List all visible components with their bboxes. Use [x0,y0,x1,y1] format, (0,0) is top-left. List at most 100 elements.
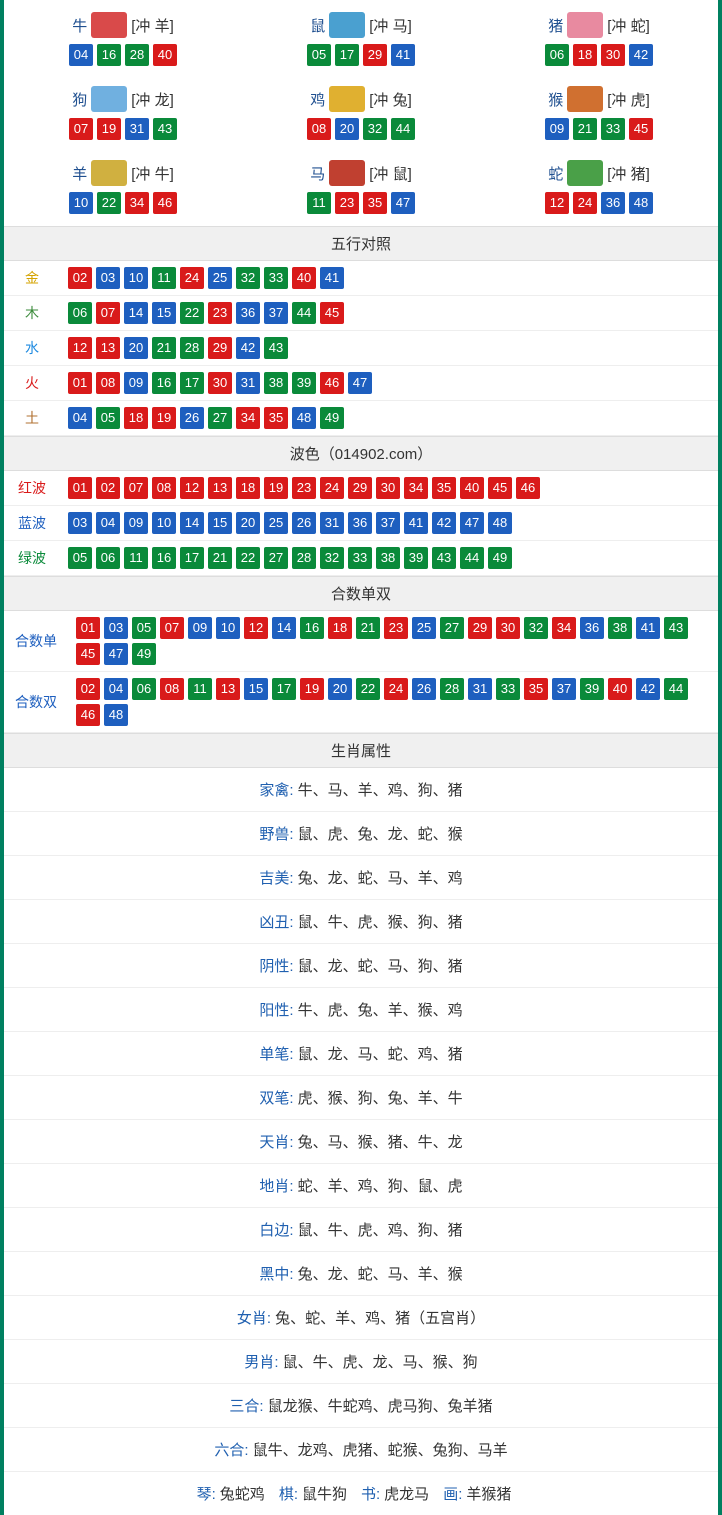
number-ball: 05 [68,547,92,569]
row-label: 火 [4,373,60,393]
number-ball: 48 [629,192,653,214]
zodiac-name: 鸡 [310,89,325,110]
number-ball: 15 [152,302,176,324]
attr-value: 鼠、龙、马、蛇、鸡、猪 [298,1046,463,1063]
attr-value: 虎龙马 [384,1486,429,1503]
number-ball: 12 [244,617,268,639]
zodiac-cell: 马[冲 鼠]11233547 [242,156,480,218]
number-ball: 45 [76,643,100,665]
number-ball: 31 [125,118,149,140]
number-ball: 09 [124,512,148,534]
number-ball: 07 [69,118,93,140]
number-ball: 13 [208,477,232,499]
number-ball: 29 [208,337,232,359]
number-ball: 48 [292,407,316,429]
number-ball: 43 [264,337,288,359]
number-ball: 21 [208,547,232,569]
zodiac-clash-label: [冲 鼠] [369,163,412,184]
number-ball: 06 [96,547,120,569]
attr-label: 书: [361,1486,380,1503]
row-label: 木 [4,303,60,323]
attr-row: 凶丑:鼠、牛、虎、猴、狗、猪 [4,900,718,944]
number-ball: 29 [363,44,387,66]
number-ball: 39 [404,547,428,569]
attr-row: 家禽:牛、马、羊、鸡、狗、猪 [4,768,718,812]
number-ball: 49 [488,547,512,569]
number-ball: 34 [125,192,149,214]
number-ball: 44 [391,118,415,140]
number-ball: 02 [68,267,92,289]
number-ball: 22 [236,547,260,569]
number-ball: 06 [545,44,569,66]
number-ball: 05 [132,617,156,639]
number-ball: 36 [601,192,625,214]
attr-row: 三合:鼠龙猴、牛蛇鸡、虎马狗、兔羊猪 [4,1384,718,1428]
row-label: 蓝波 [4,513,60,533]
zodiac-cell: 鸡[冲 兔]08203244 [242,82,480,144]
number-ball: 02 [96,477,120,499]
ball-row: 09213345 [480,118,718,140]
attr-value: 牛、虎、兔、羊、猴、鸡 [298,1002,463,1019]
number-ball: 31 [468,678,492,700]
number-ball: 23 [208,302,232,324]
attr-value: 鼠、牛、虎、鸡、狗、猪 [298,1222,463,1239]
number-ball: 23 [335,192,359,214]
zodiac-animal-icon [329,86,365,112]
zodiac-clash-label: [冲 猪] [607,163,650,184]
number-ball: 15 [208,512,232,534]
number-ball: 06 [132,678,156,700]
number-ball: 36 [236,302,260,324]
number-ball: 41 [391,44,415,66]
zodiac-header: 猪[冲 蛇] [480,12,718,38]
number-ball: 17 [272,678,296,700]
kv-row: 合数单0103050709101214161821232527293032343… [4,611,718,672]
number-ball: 17 [180,372,204,394]
number-ball: 28 [125,44,149,66]
number-ball: 33 [264,267,288,289]
number-ball: 18 [328,617,352,639]
number-ball: 08 [152,477,176,499]
attr-value: 鼠、牛、虎、龙、马、猴、狗 [283,1354,478,1371]
attr-label: 阳性: [259,1002,293,1019]
attr-label: 天肖: [259,1134,293,1151]
zodiac-header: 狗[冲 龙] [4,86,242,112]
number-ball: 30 [496,617,520,639]
number-ball: 19 [264,477,288,499]
number-ball: 09 [188,617,212,639]
number-ball: 27 [208,407,232,429]
number-ball: 22 [97,192,121,214]
row-label: 绿波 [4,548,60,568]
number-ball: 37 [552,678,576,700]
number-ball: 40 [292,267,316,289]
ball-row: 06183042 [480,44,718,66]
zodiac-name: 羊 [72,163,87,184]
row-label: 合数单 [4,631,68,651]
number-ball: 03 [104,617,128,639]
number-ball: 45 [320,302,344,324]
number-ball: 47 [348,372,372,394]
zodiac-name: 鼠 [310,15,325,36]
number-ball: 01 [68,372,92,394]
zodiac-animal-icon [329,160,365,186]
kv-row: 红波0102070812131819232429303435404546 [4,471,718,506]
attr-label: 凶丑: [259,914,293,931]
number-ball: 20 [236,512,260,534]
number-ball: 42 [432,512,456,534]
number-ball: 43 [153,118,177,140]
number-ball: 38 [608,617,632,639]
number-ball: 42 [636,678,660,700]
number-ball: 32 [363,118,387,140]
kv-row: 木06071415222336374445 [4,296,718,331]
number-ball: 26 [292,512,316,534]
zodiac-clash-label: [冲 龙] [131,89,174,110]
zodiac-cell: 蛇[冲 猪]12243648 [480,156,718,218]
ball-row: 0204060811131517192022242628313335373940… [76,678,710,726]
attr-label: 琴: [197,1486,216,1503]
kv-row: 水1213202128294243 [4,331,718,366]
number-ball: 24 [180,267,204,289]
number-ball: 35 [264,407,288,429]
number-ball: 46 [516,477,540,499]
attr-row: 白边:鼠、牛、虎、鸡、狗、猪 [4,1208,718,1252]
row-value: 0102070812131819232429303435404546 [60,475,718,501]
row-value: 0204060811131517192022242628313335373940… [68,676,718,728]
